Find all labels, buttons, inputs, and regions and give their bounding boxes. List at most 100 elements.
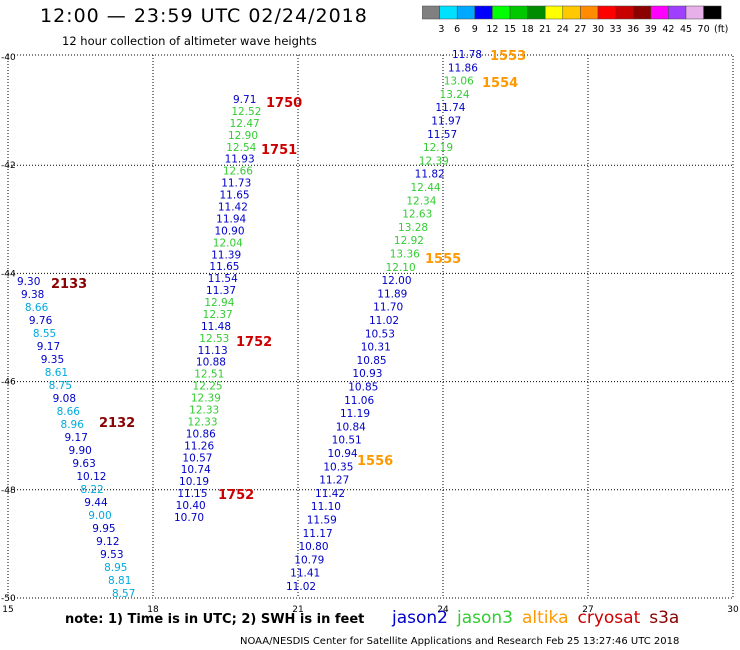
- pass-time-label: 1555: [425, 252, 461, 267]
- x-tick-label: 27: [582, 605, 593, 615]
- wave-height-label: 8.61: [45, 367, 68, 379]
- wave-height-label: 8.66: [57, 406, 81, 418]
- legend-s3a: s3a: [649, 608, 680, 628]
- colorbar-label: 15: [504, 24, 516, 35]
- wave-height-label: 9.08: [53, 393, 76, 405]
- wave-height-label: 12.10: [386, 262, 416, 274]
- wave-height-label: 11.26: [184, 440, 214, 452]
- wave-height-label: 13.36: [390, 249, 420, 261]
- wave-height-label: 8.22: [80, 484, 103, 496]
- wave-height-label: 12.44: [411, 182, 441, 194]
- pass-time-label: 1553: [490, 49, 526, 64]
- wave-height-label: 11.17: [303, 528, 333, 540]
- wave-height-label: 12.90: [228, 130, 258, 142]
- colorbar-label: 36: [627, 24, 639, 35]
- wave-height-label: 8.75: [49, 380, 72, 392]
- y-tick-label: -40: [1, 53, 16, 63]
- colorbar-label: 39: [645, 24, 657, 35]
- satellite-legend: jason2 jason3 altika cryosat s3a: [392, 608, 688, 628]
- wave-height-label: 8.57: [112, 588, 135, 600]
- wave-height-label: 12.63: [402, 209, 432, 221]
- wave-height-label: 11.59: [307, 515, 337, 527]
- page-subtitle: 12 hour collection of altimeter wave hei…: [62, 34, 317, 48]
- wave-height-label: 12.39: [191, 393, 221, 405]
- wave-height-label: 8.95: [104, 562, 127, 574]
- wave-height-label: 11.97: [431, 116, 461, 128]
- wave-height-label: 11.02: [286, 581, 316, 593]
- wave-height-label: 11.13: [198, 345, 228, 357]
- wave-height-label: 11.37: [206, 285, 236, 297]
- colorbar-label: 27: [574, 24, 586, 35]
- wave-height-label: 10.85: [357, 355, 387, 367]
- legend-jason2: jason2: [392, 608, 448, 628]
- middle-track: 9.7112.5212.4712.9012.5411.9312.6611.731…: [174, 94, 261, 524]
- colorbar-label: 9: [472, 24, 478, 35]
- y-tick-label: -44: [1, 269, 16, 279]
- wave-height-label: 9.63: [72, 458, 95, 470]
- wave-height-label: 10.35: [323, 461, 353, 473]
- wave-height-label: 13.06: [444, 76, 474, 88]
- colorbar-label: 18: [522, 24, 534, 35]
- legend-cryosat: cryosat: [577, 608, 641, 628]
- pass-time-label: 1752: [218, 488, 254, 503]
- x-tick-label: 18: [147, 605, 159, 615]
- wave-height-label: 11.74: [435, 102, 465, 114]
- wave-height-label: 12.33: [187, 416, 217, 428]
- page-title: 12:00 — 23:59 UTC 02/24/2018: [40, 5, 368, 27]
- wave-height-label: 11.02: [369, 315, 399, 327]
- wave-height-label: 11.94: [216, 213, 246, 225]
- wave-height-label: 11.42: [315, 488, 345, 500]
- map-grid: [7, 54, 734, 599]
- y-tick-label: -48: [1, 486, 16, 496]
- y-tick-label: -46: [1, 378, 16, 388]
- wave-height-label: 11.73: [221, 178, 251, 190]
- wave-height-label: 10.88: [196, 357, 226, 369]
- wave-height-label: 9.38: [21, 289, 44, 301]
- wave-height-label: 10.74: [181, 464, 211, 476]
- wave-height-label: 10.19: [179, 476, 209, 488]
- wave-height-label: 11.19: [340, 408, 370, 420]
- x-tick-label: 24: [437, 605, 449, 615]
- wave-height-label: 12.47: [230, 118, 260, 130]
- wave-height-label: 8.66: [25, 302, 49, 314]
- wave-height-label: 11.42: [218, 201, 248, 213]
- wave-height-label: 12.94: [204, 297, 234, 309]
- wave-height-label: 12.37: [203, 309, 233, 321]
- legend-note: note: 1) Time is in UTC; 2) SWH is in fe…: [65, 612, 365, 627]
- wave-height-label: 11.06: [344, 395, 374, 407]
- wave-height-label: 12.53: [199, 333, 229, 345]
- colorbar-label: 33: [610, 24, 622, 35]
- wave-height-label: 10.53: [365, 328, 395, 340]
- map-axes: 15 18 21 24 27 30 -40 -42 -44 -46 -48 -50: [1, 53, 739, 615]
- wave-height-label: 10.86: [186, 428, 216, 440]
- wave-height-label: 9.12: [96, 536, 119, 548]
- colorbar-label: 30: [592, 24, 604, 35]
- wave-height-label: 12.51: [194, 369, 224, 381]
- wave-height-label: 12.33: [189, 405, 219, 417]
- colorbar-swatch: [703, 5, 722, 20]
- wave-height-label: 9.76: [29, 315, 53, 327]
- colorbar-label: (ft): [714, 24, 728, 35]
- colorbar-label: 3: [438, 24, 444, 35]
- wave-height-label: 9.44: [84, 497, 108, 509]
- wave-height-label: 12.00: [381, 275, 411, 287]
- wave-height-label: 10.31: [361, 342, 391, 354]
- wave-height-label: 10.80: [298, 541, 328, 553]
- wave-height-label: 9.71: [233, 94, 256, 106]
- wave-height-label: 10.70: [174, 512, 204, 524]
- x-tick-label: 21: [292, 605, 303, 615]
- wave-height-label: 11.15: [177, 488, 207, 500]
- wave-height-label: 11.41: [290, 568, 320, 580]
- colorbar-label: 21: [539, 24, 551, 35]
- wave-height-label: 11.57: [427, 129, 457, 141]
- wave-height-label: 12.66: [223, 166, 253, 178]
- wave-height-label: 8.96: [61, 419, 85, 431]
- pass-time-label: 1752: [236, 335, 272, 350]
- wave-height-label: 9.35: [41, 354, 64, 366]
- wave-height-label: 9.00: [88, 510, 111, 522]
- wave-height-label: 11.70: [373, 302, 403, 314]
- wave-height-label: 10.40: [176, 500, 206, 512]
- wave-height-label: 10.12: [76, 471, 106, 483]
